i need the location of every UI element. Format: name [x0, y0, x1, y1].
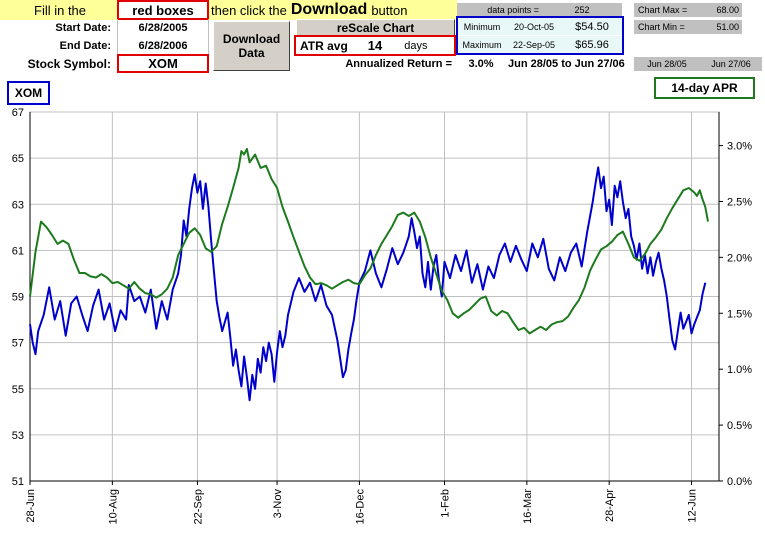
y-left-tick-label: 67	[12, 107, 24, 119]
y-right-tick-label: 0.5%	[727, 420, 752, 432]
x-tick-label: 12-Jun	[687, 489, 699, 523]
download-word: Download	[290, 1, 368, 18]
chart-min-value: 51.00	[698, 20, 742, 34]
end-date-field[interactable]: 6/28/2006	[117, 37, 209, 55]
range-end: Jun 27/06	[700, 57, 762, 71]
chart-max-label: Chart Max =	[634, 3, 698, 17]
atr-value: 14	[367, 38, 383, 53]
y-right-tick-label: 3.0%	[727, 141, 752, 153]
y-right-tick-label: 0.0%	[727, 476, 752, 488]
minimum-value: $54.50	[562, 18, 622, 35]
chart-area: 51 53 55 57 59 61 63 65 67 0.0% 0.5% 1.0% 1.5% 2.0% 2.…	[0, 74, 765, 535]
y-left-tick-label: 61	[12, 245, 24, 257]
annualized-return-label: Annualized Return =	[345, 58, 452, 70]
data-points-label: data points =	[457, 3, 542, 17]
data-points-value: 252	[542, 3, 622, 17]
rescale-chart-button[interactable]: reScale Chart	[296, 19, 455, 36]
chart-min-label: Chart Min =	[634, 20, 698, 34]
end-date-label: End Date:	[59, 40, 111, 52]
y-left-tick-label: 65	[12, 153, 24, 165]
y-right-tick-label: 1.5%	[727, 308, 752, 320]
min-max-panel	[456, 16, 624, 55]
x-tick-label: 22-Sep	[192, 489, 204, 524]
minimum-label: Minimum	[458, 18, 506, 35]
range-text: Jun 28/05 to Jun 27/06	[508, 58, 625, 70]
minimum-date: 20-Oct-05	[506, 18, 562, 35]
button-word: button	[371, 2, 408, 18]
maximum-label: Maximum	[458, 36, 506, 53]
x-tick-label: 10-Aug	[107, 489, 119, 524]
y-left-tick-label: 51	[12, 476, 24, 488]
x-tick-label: 1-Feb	[439, 489, 451, 518]
maximum-value: $65.96	[562, 36, 622, 53]
x-tick-label: 28-Apr	[604, 489, 616, 522]
fill-in-label: Fill in the	[0, 0, 118, 20]
then-click-label: then click the	[211, 2, 287, 18]
legend-apr: 14-day APR	[654, 77, 755, 99]
y-right-tick-label: 1.0%	[727, 364, 752, 376]
download-button-line1: Download	[222, 32, 281, 46]
download-button-line2: Data	[238, 46, 265, 60]
x-tick-label: 28-Jun	[25, 489, 37, 523]
atr-label: ATR avg	[300, 38, 348, 53]
y-right-tick-label: 2.5%	[727, 196, 752, 208]
x-tick-label: 16-Dec	[354, 489, 366, 525]
x-tick-label: 3-Nov	[272, 489, 284, 519]
atr-avg-box[interactable]: ATR avg 14 days	[294, 35, 456, 56]
y-right-tick-label: 2.0%	[727, 252, 752, 264]
legend-xom: XOM	[7, 81, 50, 105]
red-boxes-label: red boxes	[117, 0, 209, 20]
atr-unit: days	[404, 39, 428, 52]
y-left-tick-label: 63	[12, 199, 24, 211]
chart-max-value: 68.00	[698, 3, 742, 17]
y-left-tick-label: 55	[12, 384, 24, 396]
download-data-button[interactable]: Download Data	[213, 21, 290, 71]
start-date-label: Start Date:	[55, 22, 111, 34]
y-left-tick-label: 53	[12, 430, 24, 442]
x-tick-label: 16-Mar	[522, 489, 534, 524]
price-chart: 51 53 55 57 59 61 63 65 67 0.0% 0.5% 1.0% 1.5% 2.0% 2.…	[12, 107, 753, 525]
series-line-xom	[29, 166, 707, 402]
series-line-apr	[29, 147, 709, 335]
annualized-return-value: 3.0%	[468, 58, 494, 70]
instruction-row: then click the Download button	[209, 0, 457, 20]
range-start: Jun 28/05	[634, 57, 700, 71]
y-left-tick-label: 57	[12, 338, 24, 350]
start-date-field[interactable]: 6/28/2005	[117, 19, 209, 37]
stock-symbol-label: Stock Symbol:	[27, 57, 111, 71]
y-left-tick-label: 59	[12, 292, 24, 304]
stock-symbol-field[interactable]: XOM	[117, 54, 209, 73]
maximum-date: 22-Sep-05	[506, 36, 562, 53]
